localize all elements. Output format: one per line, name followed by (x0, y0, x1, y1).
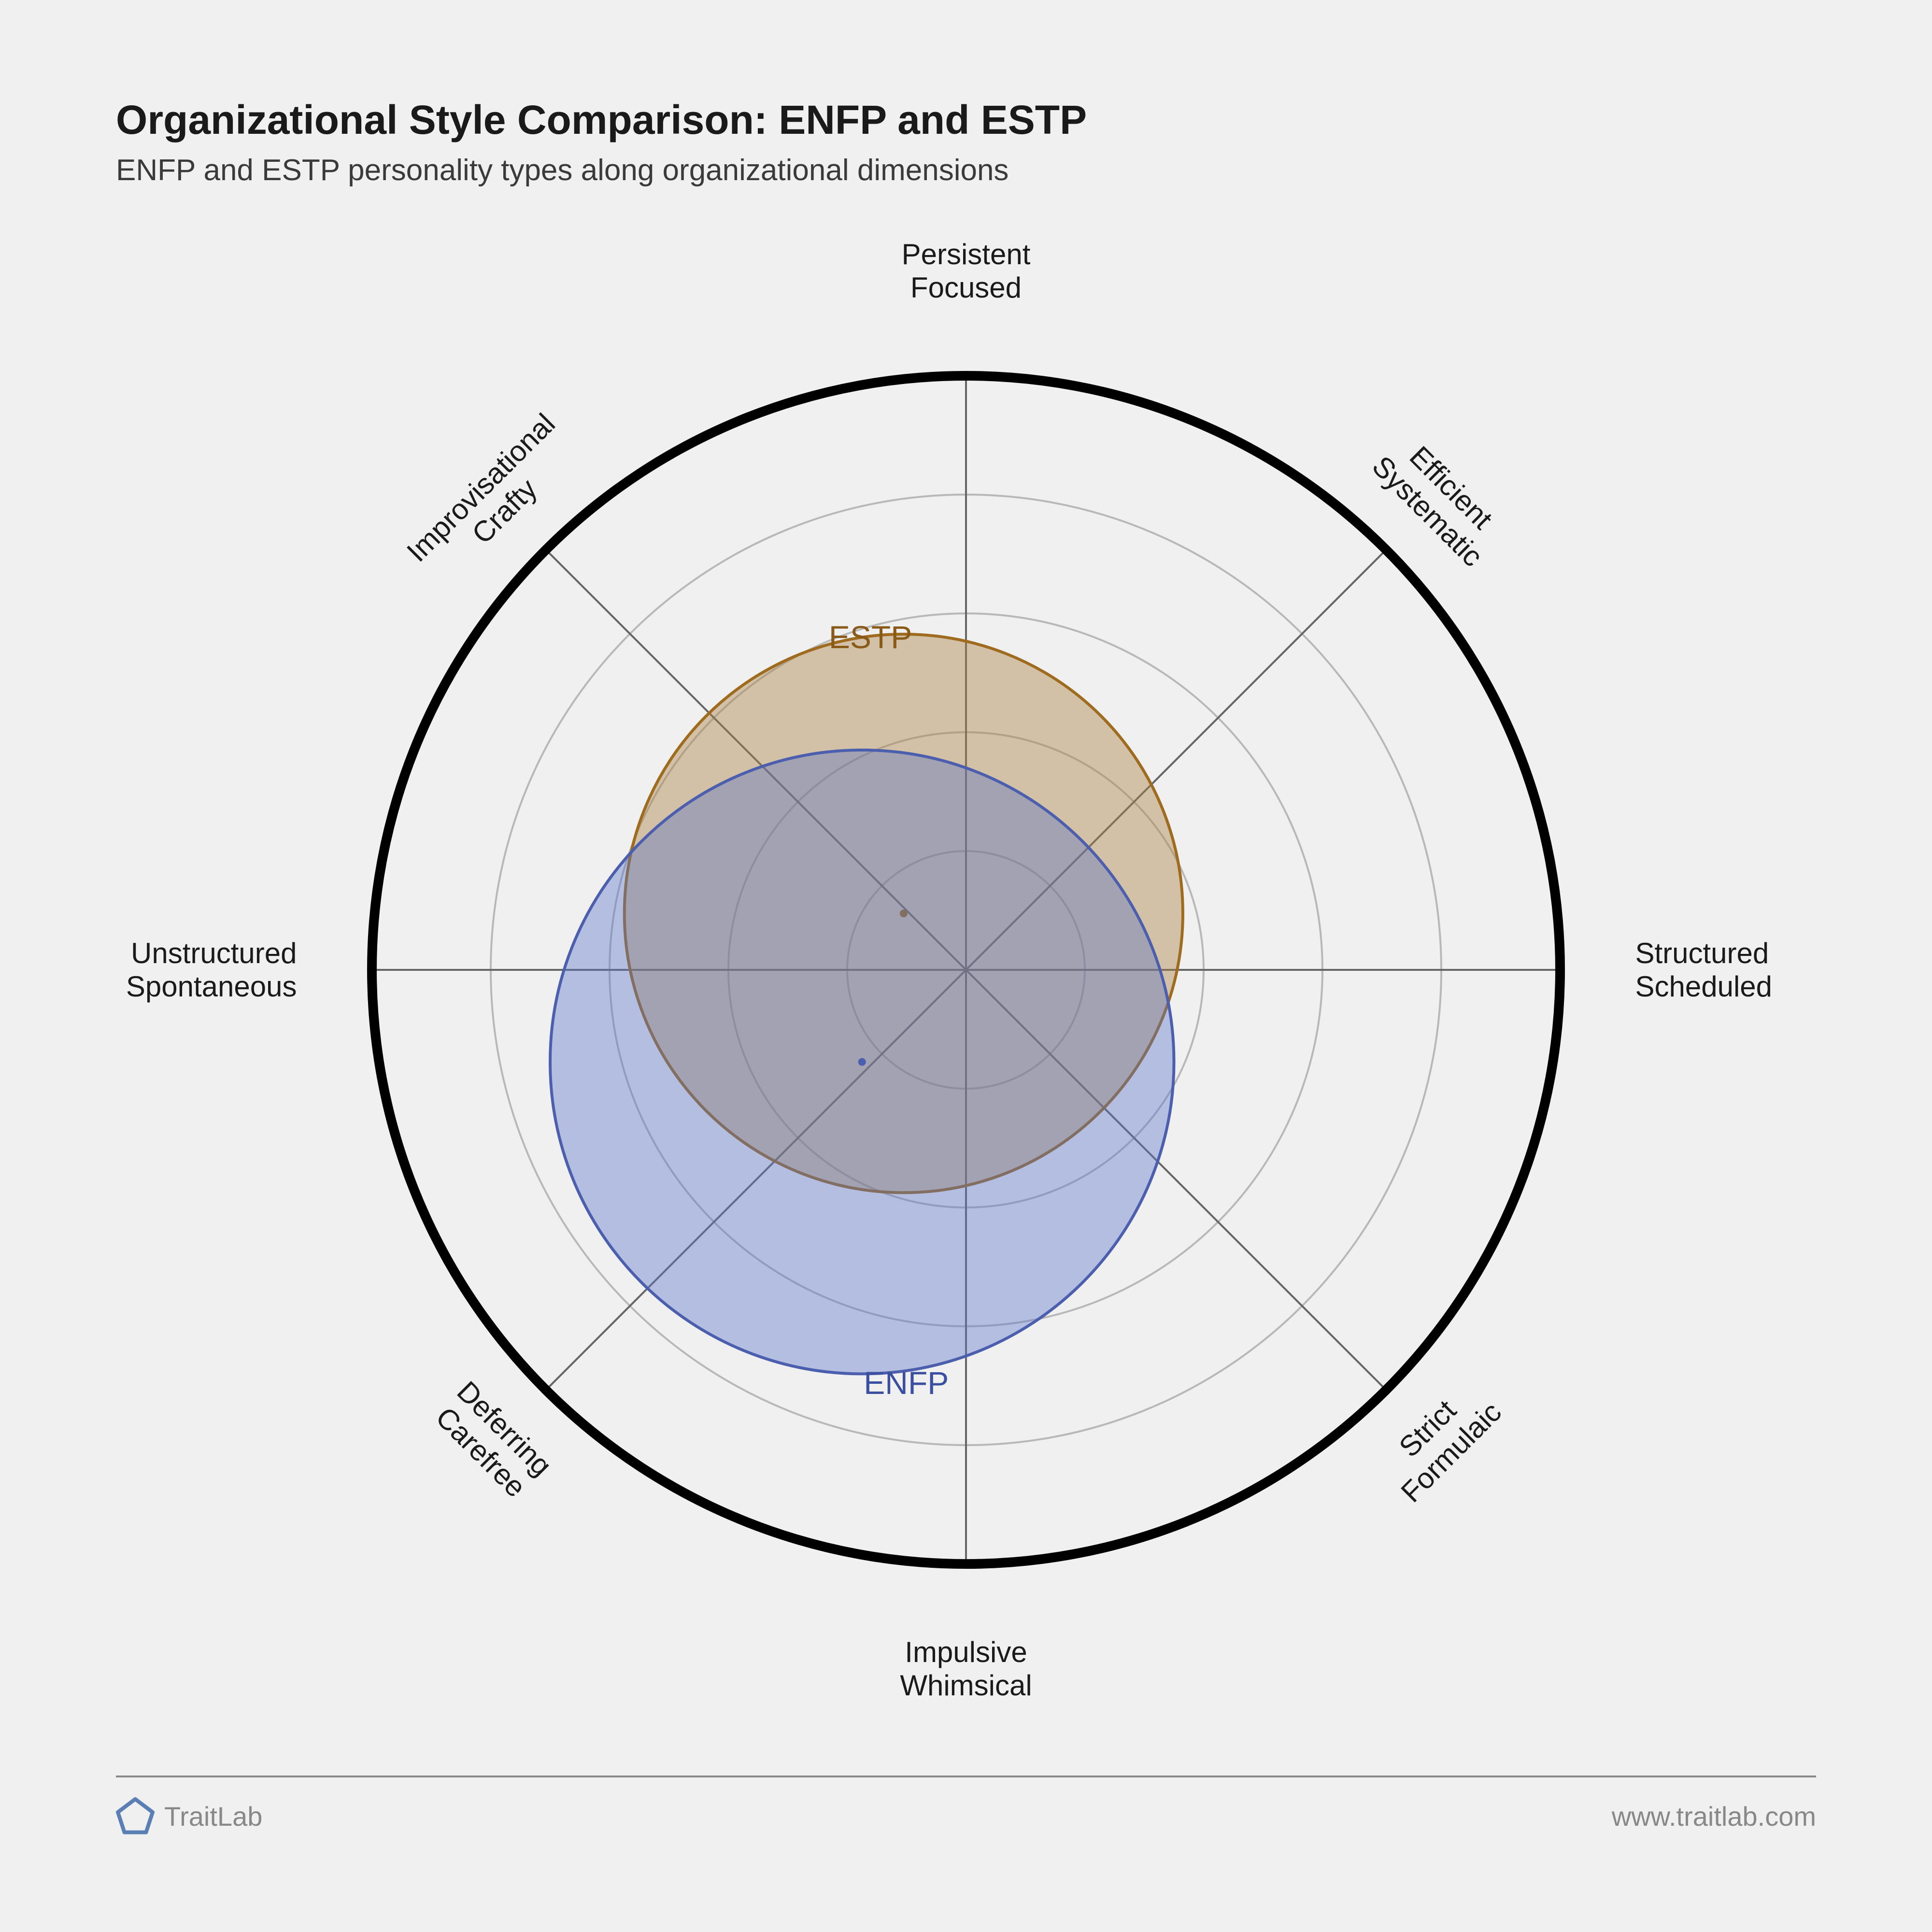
polar-plot (116, 216, 1816, 1714)
chart-title: Organizational Style Comparison: ENFP an… (116, 97, 1816, 143)
brand-pentagon-icon (116, 1797, 155, 1835)
footer: TraitLab www.traitlab.com (116, 1776, 1816, 1835)
chart-subtitle: ENFP and ESTP personality types along or… (116, 153, 1816, 187)
brand-name: TraitLab (164, 1801, 262, 1832)
plot-area: Persistent FocusedEfficient SystematicSt… (116, 216, 1816, 1714)
brand-url: www.traitlab.com (1612, 1801, 1816, 1832)
brand: TraitLab (116, 1797, 262, 1835)
chart-container: Organizational Style Comparison: ENFP an… (48, 48, 1884, 1884)
series-center-dot-enfp (858, 1058, 866, 1066)
